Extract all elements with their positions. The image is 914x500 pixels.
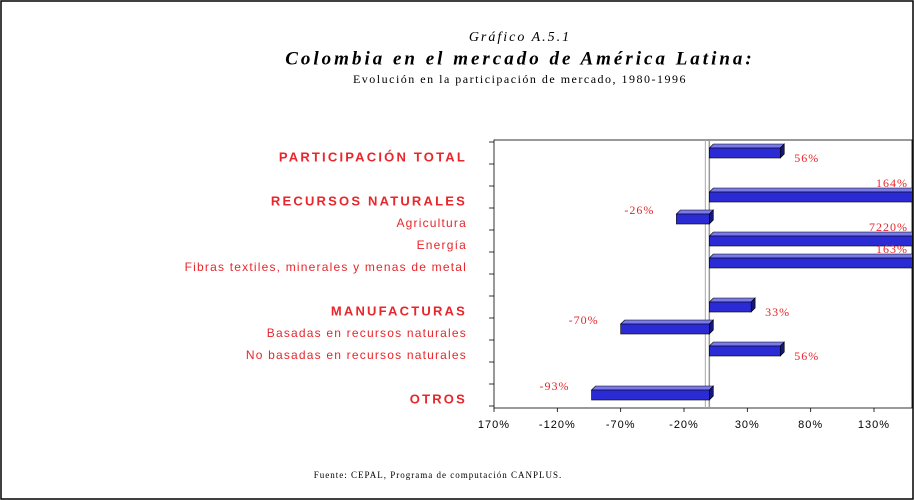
source-note: Fuente: CEPAL, Programa de computación C…	[314, 470, 562, 480]
bar	[591, 389, 710, 401]
x-tick-label: -120%	[539, 419, 576, 431]
value-label: -70%	[569, 313, 599, 327]
bar-top	[675, 209, 715, 215]
x-tick-label: 130%	[858, 419, 890, 431]
category-label: PARTICIPACIÓN TOTAL	[279, 149, 467, 164]
value-label: 56%	[794, 151, 819, 165]
bar	[709, 147, 781, 159]
category-label: RECURSOS NATURALES	[271, 193, 467, 208]
category-label: Agricultura	[396, 216, 467, 230]
chart-title: Colombia en el mercado de América Latina…	[285, 48, 755, 69]
bar	[709, 235, 912, 247]
category-label: Fibras textiles, minerales y menas de me…	[185, 260, 467, 274]
chart-subtitle: Evolución en la participación de mercado…	[353, 72, 687, 86]
bar-top	[708, 297, 756, 303]
x-tick-label: -20%	[669, 419, 699, 431]
bar	[676, 213, 710, 225]
value-label: 56%	[794, 349, 819, 363]
category-label: MANUFACTURAS	[331, 303, 467, 318]
bar	[709, 257, 912, 269]
bar	[709, 345, 781, 357]
value-label: 7220%	[869, 220, 908, 234]
bar	[709, 301, 752, 313]
value-label: 164%	[876, 176, 908, 190]
value-label: 163%	[876, 242, 908, 256]
bar-top	[590, 385, 715, 391]
category-label: OTROS	[410, 391, 467, 406]
value-label: 33%	[765, 305, 790, 319]
value-label: -26%	[624, 203, 654, 217]
bar-top	[708, 231, 912, 237]
x-tick-label: 30%	[735, 419, 760, 431]
bar	[709, 191, 912, 203]
x-tick-label: 170%	[478, 419, 510, 431]
bars	[590, 143, 912, 401]
category-label: Basadas en recursos naturales	[267, 326, 467, 340]
value-label: -93%	[540, 379, 570, 393]
category-label: Energía	[417, 238, 467, 252]
bar-top	[708, 143, 785, 149]
bar-top	[619, 319, 715, 325]
bar-top	[708, 341, 785, 347]
chart-label: Gráfico A.5.1	[469, 30, 571, 45]
bar	[620, 323, 710, 335]
category-label: No basadas en recursos naturales	[246, 348, 467, 362]
x-tick-label: 80%	[798, 419, 823, 431]
x-tick-label: -70%	[606, 419, 636, 431]
